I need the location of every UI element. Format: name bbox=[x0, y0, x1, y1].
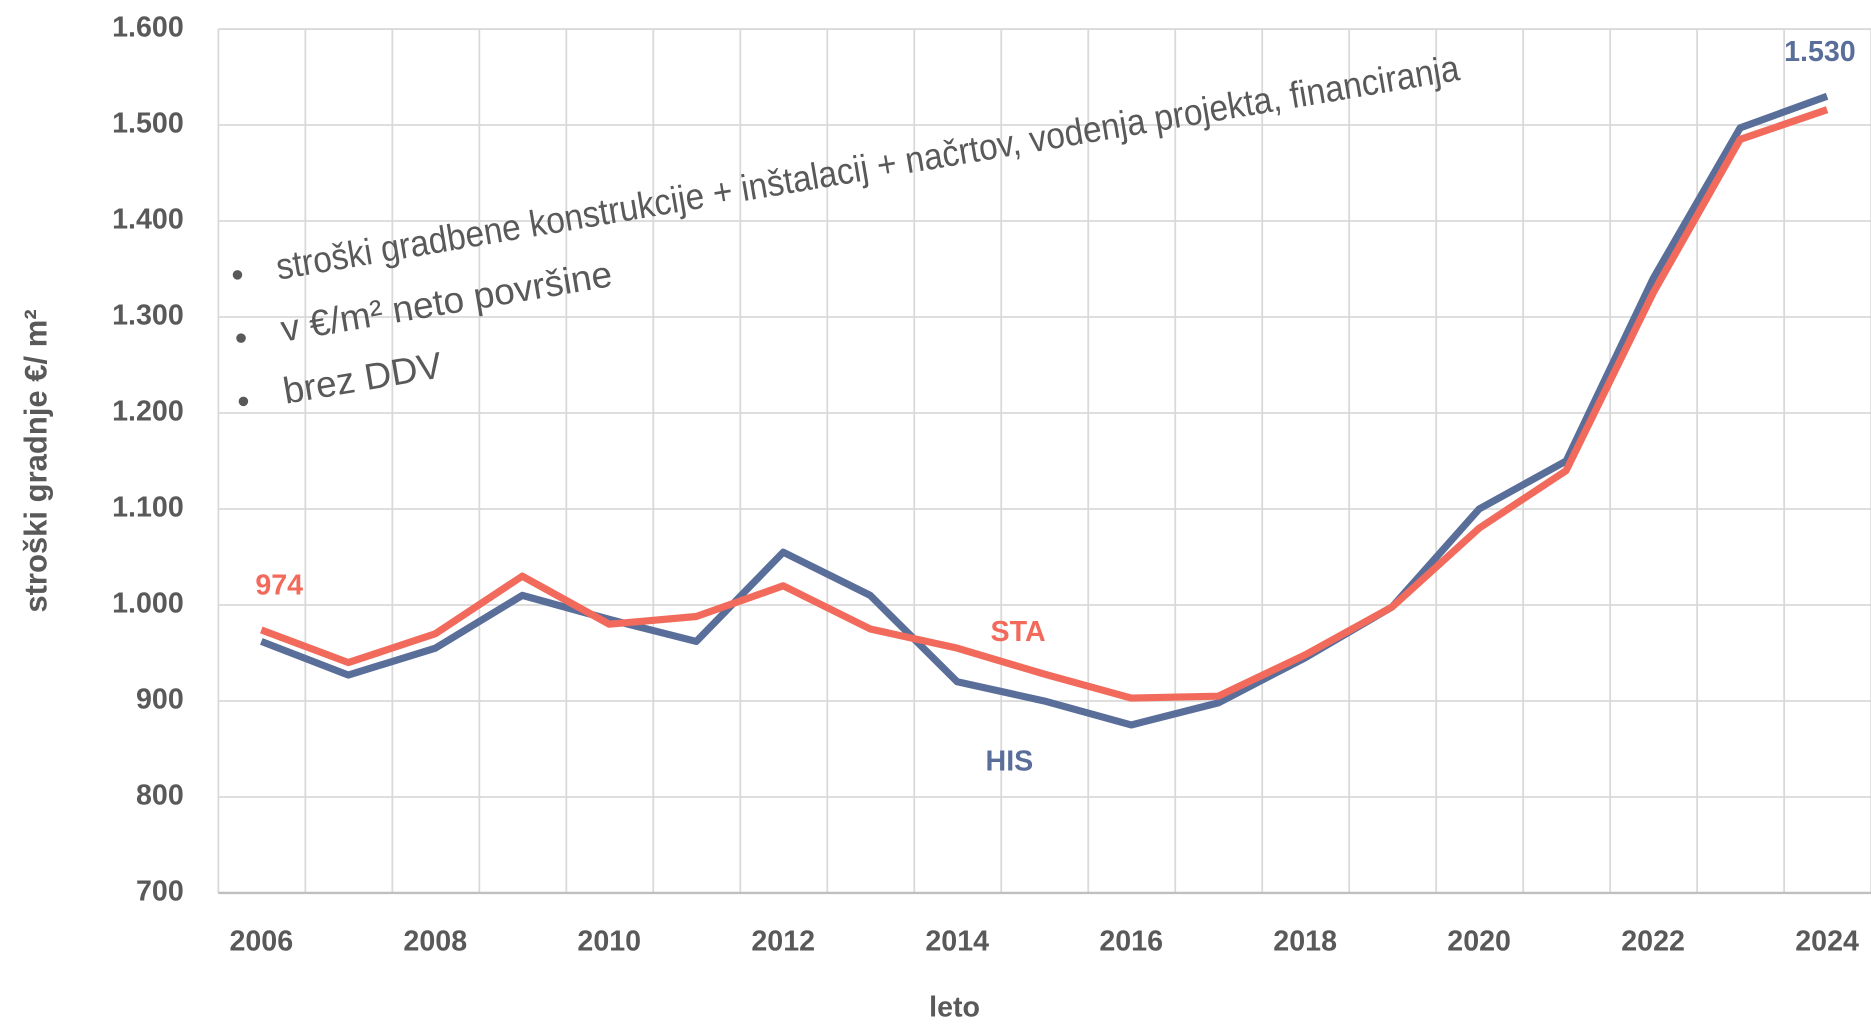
x-tick-label: 2018 bbox=[1273, 926, 1337, 958]
x-axis-label: leto bbox=[929, 991, 980, 1023]
bullet bbox=[236, 333, 246, 343]
data-label: 1.530 bbox=[1784, 36, 1856, 68]
x-tick-label: 2024 bbox=[1795, 926, 1859, 958]
y-tick-label: 1.500 bbox=[112, 108, 184, 140]
series-label: HIS bbox=[986, 746, 1034, 778]
annotation: stroški gradbene konstrukcije + inštalac… bbox=[273, 47, 1463, 287]
y-tick-label: 1.600 bbox=[112, 12, 184, 44]
y-tick-label: 800 bbox=[136, 780, 184, 812]
x-tick-label: 2010 bbox=[577, 926, 641, 958]
x-tick-label: 2012 bbox=[751, 926, 815, 958]
x-tick-label: 2008 bbox=[403, 926, 467, 958]
y-tick-label: 1.100 bbox=[112, 492, 184, 524]
x-tick-label: 2006 bbox=[229, 926, 293, 958]
bullet bbox=[238, 396, 249, 407]
y-tick-label: 900 bbox=[136, 684, 184, 716]
bullet bbox=[232, 270, 243, 280]
x-tick-label: 2016 bbox=[1099, 926, 1163, 958]
y-tick-label: 1.200 bbox=[112, 396, 184, 428]
y-tick-label: 1.300 bbox=[112, 300, 184, 332]
y-tick-label: 1.000 bbox=[112, 588, 184, 620]
x-tick-label: 2014 bbox=[925, 926, 989, 958]
series-line bbox=[260, 106, 1829, 702]
x-tick-label: 2022 bbox=[1621, 926, 1685, 958]
y-tick-label: 700 bbox=[136, 876, 184, 908]
y-axis-label: stroški gradnje €/ m² bbox=[18, 309, 53, 612]
y-tick-label: 1.400 bbox=[112, 204, 184, 236]
x-tick-label: 2020 bbox=[1447, 926, 1511, 958]
data-label: 974 bbox=[255, 570, 303, 602]
series-label: STA bbox=[991, 616, 1046, 648]
series-line bbox=[260, 92, 1829, 729]
